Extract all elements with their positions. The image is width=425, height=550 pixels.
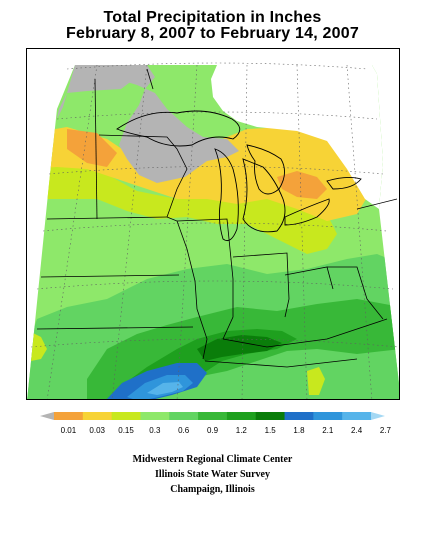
legend-label: 0.3: [149, 426, 161, 435]
legend-label: 2.1: [322, 426, 334, 435]
credit-line-1: Midwestern Regional Climate Center: [132, 454, 293, 465]
legend-label: 2.7: [379, 426, 391, 435]
legend-label: 1.2: [235, 426, 247, 435]
legend-swatch: [342, 412, 372, 420]
legend-label: 1.8: [293, 426, 305, 435]
michigan-mitten: [242, 158, 286, 233]
credit-line-2: Illinois State Water Survey: [155, 469, 270, 480]
legend-label: 0.6: [178, 426, 190, 435]
legend-swatch: [54, 412, 84, 420]
lake-superior: [116, 110, 241, 147]
legend-swatch: [169, 412, 199, 420]
precip-zone-0.15-ohio: [307, 367, 325, 395]
precip-zone-0.01: [67, 129, 117, 167]
great-lakes-outlines: [116, 110, 362, 242]
legend-swatch: [313, 412, 343, 420]
graticule: [30, 62, 399, 399]
legend-label: 0.15: [118, 426, 134, 435]
lake-huron: [246, 144, 285, 195]
state-boundaries: [36, 68, 398, 368]
no-precip-zone-north: [57, 65, 147, 119]
legend-swatch: [140, 412, 170, 420]
legend-label: 0.03: [89, 426, 106, 435]
lake-erie: [284, 198, 330, 226]
precipitation-map: [26, 48, 400, 400]
no-precip-zone: [75, 65, 239, 183]
legend-label: 0.9: [206, 426, 219, 435]
legend-swatch: [226, 412, 257, 420]
legend-label: 1.5: [264, 426, 276, 435]
legend-swatch: [255, 412, 286, 420]
precip-zone-1.8: [197, 335, 282, 361]
lake-michigan: [214, 148, 239, 242]
legend-swatch-below: [40, 412, 54, 420]
credit-line-3: Champaign, Illinois: [170, 484, 255, 495]
precip-zone-0.01-mi: [277, 171, 327, 199]
legend-swatch-above: [371, 412, 385, 420]
legend-swatch: [82, 412, 113, 420]
lake-ontario: [326, 176, 362, 190]
legend-label: 0.01: [60, 426, 77, 435]
legend-swatch: [111, 412, 141, 420]
outside-data-region: [211, 65, 383, 209]
legend-swatch: [198, 412, 228, 420]
precipitation-legend: [40, 412, 385, 420]
legend-swatch: [284, 412, 314, 420]
legend-label: 2.4: [351, 426, 363, 435]
precip-zone-2.7: [147, 382, 183, 395]
map-date-range: February 8, 2007 to February 14, 2007: [66, 25, 359, 42]
map-title: Total Precipitation in Inches: [103, 9, 322, 26]
